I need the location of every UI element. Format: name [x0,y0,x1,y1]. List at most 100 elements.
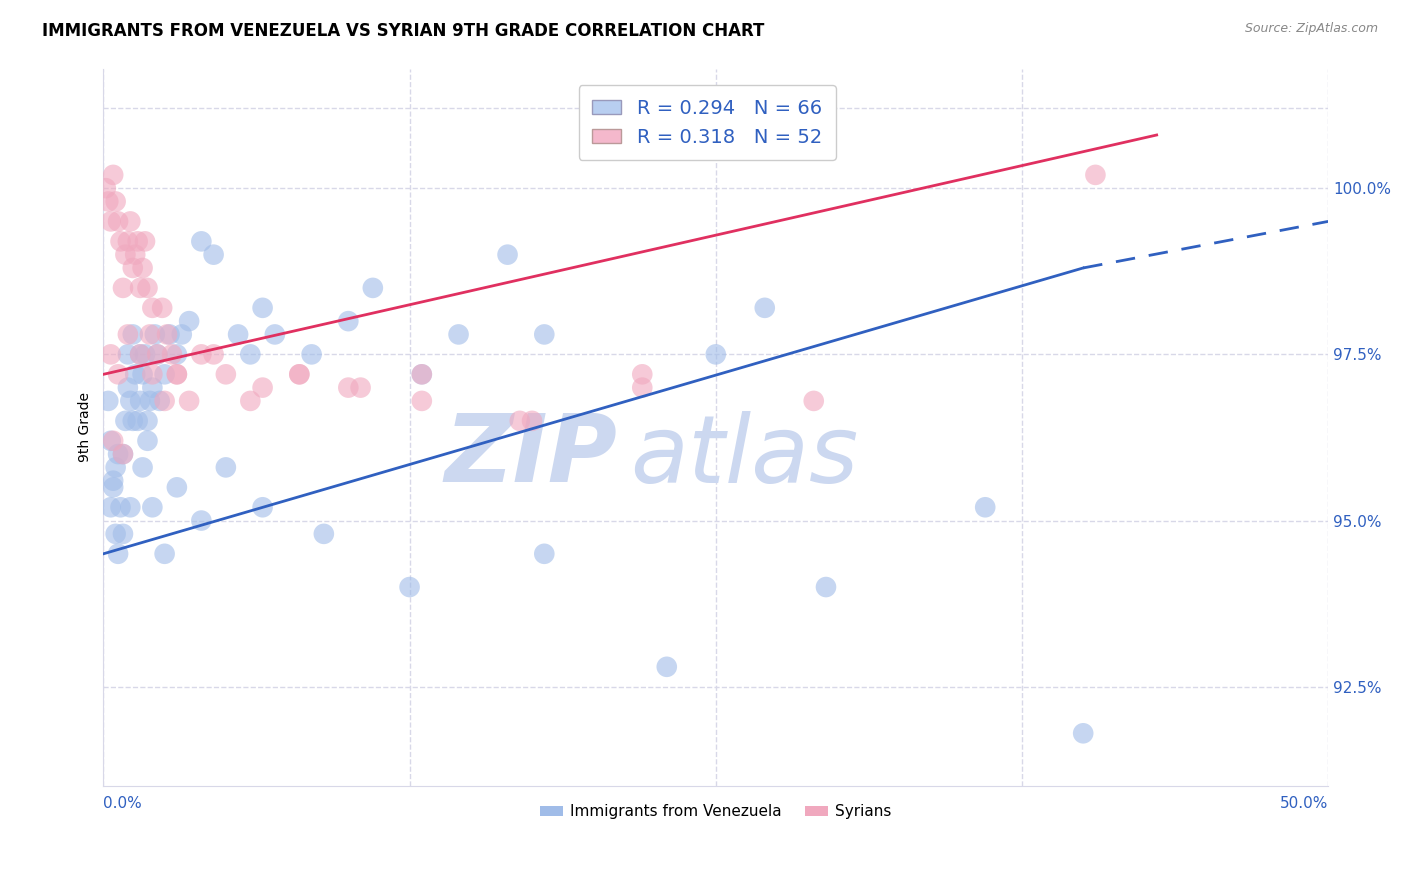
Point [814,580,837,594]
Point [141,301,163,315]
Point [117,327,139,342]
Point [533,327,555,342]
Point [252,500,274,515]
Point [104,194,127,209]
Point [190,235,212,249]
Legend: Immigrants from Venezuela, Syrians: Immigrants from Venezuela, Syrians [534,798,898,825]
Text: 50.0%: 50.0% [1279,797,1329,812]
Point [120,214,142,228]
Point [129,393,152,408]
Point [312,526,335,541]
Point [160,347,183,361]
Text: IMMIGRANTS FROM VENEZUELA VS SYRIAN 9TH GRADE CORRELATION CHART: IMMIGRANTS FROM VENEZUELA VS SYRIAN 9TH … [42,22,765,40]
Point [509,414,531,428]
Point [974,500,997,515]
Point [1084,168,1107,182]
Point [143,327,166,342]
Point [202,347,225,361]
Point [252,301,274,315]
Point [496,247,519,261]
Point [114,247,136,261]
Point [631,368,654,382]
Text: ZIP: ZIP [444,410,617,502]
Point [252,381,274,395]
Point [111,447,134,461]
Point [411,393,433,408]
Point [288,368,311,382]
Point [337,381,360,395]
Point [131,260,153,275]
Point [146,347,169,361]
Point [754,301,776,315]
Point [121,260,143,275]
Point [631,381,654,395]
Point [337,314,360,328]
Point [127,414,149,428]
Point [97,393,120,408]
Point [101,168,124,182]
Point [111,281,134,295]
Text: Source: ZipAtlas.com: Source: ZipAtlas.com [1244,22,1378,36]
Point [107,368,129,382]
Point [411,368,433,382]
Point [129,347,152,361]
Point [97,194,120,209]
Text: 0.0%: 0.0% [104,797,142,812]
Point [226,327,249,342]
Point [166,368,188,382]
Point [215,368,238,382]
Point [202,247,225,261]
Point [166,480,188,494]
Point [101,474,124,488]
Point [146,347,169,361]
Point [110,500,132,515]
Point [129,347,152,361]
Point [215,460,238,475]
Point [117,381,139,395]
Point [111,526,134,541]
Point [190,514,212,528]
Point [129,281,152,295]
Point [179,393,201,408]
Point [239,393,262,408]
Point [179,314,201,328]
Point [263,327,285,342]
Y-axis label: 9th Grade: 9th Grade [79,392,93,462]
Point [107,447,129,461]
Point [121,327,143,342]
Point [655,660,678,674]
Point [136,414,159,428]
Point [533,547,555,561]
Point [104,460,127,475]
Point [153,368,176,382]
Point [239,347,262,361]
Point [100,214,122,228]
Point [141,500,163,515]
Point [349,381,371,395]
Point [139,327,162,342]
Point [520,414,543,428]
Point [150,301,173,315]
Point [156,327,179,342]
Point [111,447,134,461]
Point [704,347,727,361]
Point [398,580,420,594]
Point [94,181,117,195]
Point [361,281,384,295]
Point [170,327,193,342]
Point [101,434,124,448]
Point [141,381,163,395]
Point [166,368,188,382]
Point [100,347,122,361]
Point [110,235,132,249]
Point [131,368,153,382]
Point [141,368,163,382]
Point [1071,726,1094,740]
Point [107,547,129,561]
Point [104,526,127,541]
Point [100,500,122,515]
Point [134,347,156,361]
Point [166,347,188,361]
Point [120,393,142,408]
Point [120,500,142,515]
